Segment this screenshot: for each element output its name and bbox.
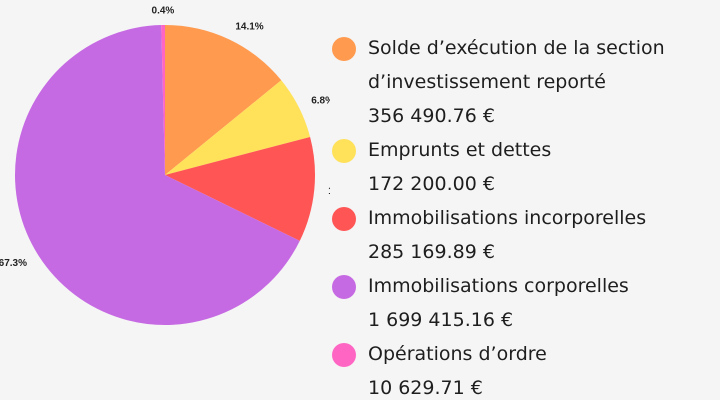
legend-item: Immobilisations incorporelles 285 169.89 … xyxy=(330,201,718,269)
legend-item: Solde d’exécution de la section d’invest… xyxy=(330,31,718,133)
legend-label: Solde d’exécution de la section d’invest… xyxy=(368,37,665,93)
legend-item: Emprunts et dettes 172 200.00 € xyxy=(330,133,718,201)
legend-amount: 1 699 415.16 € xyxy=(368,309,514,331)
slice-label: 67.3% xyxy=(0,258,27,269)
legend-amount: 10 629.71 € xyxy=(368,377,483,399)
legend-swatch xyxy=(332,343,356,367)
legend: Solde d’exécution de la section d’invest… xyxy=(330,31,718,400)
pie-slice xyxy=(165,25,282,175)
pie-slice xyxy=(161,25,165,175)
slice-label: 6.8% xyxy=(311,95,330,106)
legend-amount: 356 490.76 € xyxy=(368,105,495,127)
legend-item: Opérations d’ordre 10 629.71 € xyxy=(330,337,718,400)
legend-amount: 172 200.00 € xyxy=(368,173,495,195)
pie-slice xyxy=(14,25,300,326)
slice-label: 0.4% xyxy=(152,6,175,17)
pie-slice xyxy=(165,136,315,241)
legend-item: Immobilisations corporelles 1 699 415.16 … xyxy=(330,269,718,337)
legend-swatch xyxy=(332,37,356,61)
pie-chart: 14.1% 6.8% 11.3% 67.3% 0.4% xyxy=(0,6,330,326)
legend-label: Immobilisations incorporelles xyxy=(368,207,647,229)
legend-label: Emprunts et dettes xyxy=(368,139,552,161)
pie-slice xyxy=(165,80,311,175)
legend-swatch xyxy=(332,275,356,299)
legend-label: Immobilisations corporelles xyxy=(368,275,629,297)
slice-label: 14.1% xyxy=(235,22,263,33)
legend-swatch xyxy=(332,207,356,231)
slice-label: 11.3% xyxy=(328,186,330,197)
legend-amount: 285 169.89 € xyxy=(368,241,495,263)
legend-swatch xyxy=(332,139,356,163)
legend-label: Opérations d’ordre xyxy=(368,343,547,365)
